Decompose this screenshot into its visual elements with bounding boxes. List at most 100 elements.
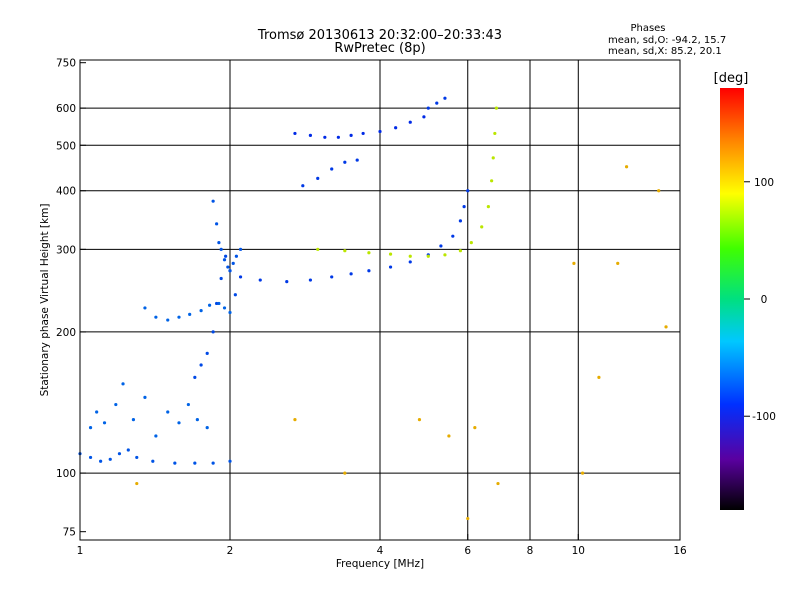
echo-point (205, 351, 209, 355)
echo-point (217, 241, 221, 245)
echo-point (469, 241, 473, 245)
echo-point (624, 165, 629, 169)
echo-point (188, 312, 192, 316)
echo-point (173, 461, 177, 465)
echo-point (426, 254, 430, 258)
echo-point (343, 249, 347, 253)
echo-point (207, 303, 212, 307)
echo-point (367, 269, 371, 273)
x-axis-label: Frequency [MHz] (336, 558, 424, 570)
echo-point (378, 129, 382, 134)
echo-point (408, 260, 412, 264)
echo-point (238, 275, 243, 279)
echo-point (462, 205, 466, 209)
echo-point (238, 247, 243, 251)
x-tick-label: 4 (377, 545, 384, 557)
echo-point (316, 247, 320, 251)
echo-point (233, 293, 237, 297)
echo-point (166, 410, 170, 414)
colorbar-tick-label: -100 (752, 411, 776, 423)
y-tick-label: 750 (56, 58, 76, 70)
y-tick-label: 100 (56, 468, 76, 480)
x-tick-label: 16 (673, 545, 687, 557)
echo-point (439, 244, 443, 248)
echo-point (117, 452, 122, 456)
echo-point (285, 280, 289, 284)
echo-point (154, 315, 158, 319)
stats-line-x: mean, sd,X: 85.2, 20.1 (608, 46, 722, 57)
echo-point (308, 278, 313, 282)
y-tick-label: 200 (56, 327, 76, 339)
echo-point (451, 234, 455, 238)
colorbar-ticks: 100 0 -100 (744, 177, 776, 423)
echo-point (215, 301, 219, 306)
echo-point (458, 249, 463, 253)
echo-point (417, 418, 422, 422)
colorbar (720, 88, 744, 510)
x-tick-label: 10 (572, 545, 585, 557)
echo-point (135, 481, 139, 486)
echo-point (466, 189, 470, 193)
echo-point (108, 457, 112, 461)
y-tick-label: 300 (56, 244, 76, 256)
echo-point (580, 471, 585, 475)
echo-point (217, 301, 221, 306)
echo-point (177, 421, 181, 425)
echo-point (211, 199, 215, 203)
y-axis-label: Stationary phase Virtual Height [km] (39, 204, 51, 397)
echo-point (154, 434, 158, 438)
echo-point (222, 306, 227, 310)
echo-point (480, 225, 484, 229)
echo-point (367, 251, 371, 255)
echo-point (234, 254, 238, 258)
y-tick-label: 75 (63, 527, 76, 539)
echo-point (323, 135, 327, 139)
chart-subtitle: RwPretec (8p) (334, 41, 425, 56)
echo-point (493, 131, 497, 136)
echo-point (166, 318, 170, 322)
echo-point (258, 278, 262, 282)
echo-point (316, 176, 320, 180)
echo-point (491, 156, 495, 160)
echo-point (205, 426, 209, 430)
echo-point (616, 261, 620, 265)
echo-point (664, 325, 668, 329)
echo-point (126, 448, 130, 452)
echo-point (219, 247, 223, 251)
echo-point (301, 184, 305, 188)
chart-title: Tromsø 20130613 20:32:00–20:33:43 (257, 28, 502, 43)
echo-point (293, 131, 297, 136)
echo-point (443, 96, 447, 100)
echo-point (226, 265, 230, 269)
y-axis: 75 100 200 300 400 500 600 750 (56, 58, 86, 539)
echo-point (388, 265, 393, 269)
echo-point (435, 101, 439, 105)
echo-point (597, 375, 601, 379)
echo-point (211, 330, 215, 334)
x-tick-label: 8 (527, 545, 534, 557)
echo-point (195, 418, 199, 422)
echo-point (95, 410, 99, 414)
echo-point (466, 516, 470, 521)
echo-point (349, 272, 353, 276)
echo-point (215, 222, 219, 226)
echo-point (422, 115, 426, 119)
echo-point (143, 395, 147, 400)
echo-point (343, 471, 347, 475)
echo-point (408, 120, 412, 124)
echo-point (572, 261, 576, 265)
echo-point (361, 131, 365, 136)
echo-point (336, 135, 340, 139)
colorbar-tick-label: 100 (754, 177, 774, 189)
y-tick-label: 600 (56, 103, 76, 115)
y-tick-label: 500 (56, 140, 76, 152)
colorbar-label: [deg] (714, 71, 749, 86)
echo-point (199, 363, 203, 367)
echo-point (121, 382, 125, 386)
echo-point (330, 275, 334, 279)
echo-point (228, 269, 232, 273)
x-tick-label: 6 (464, 545, 471, 557)
stats-heading: Phases (630, 23, 665, 34)
echo-point (88, 455, 93, 460)
